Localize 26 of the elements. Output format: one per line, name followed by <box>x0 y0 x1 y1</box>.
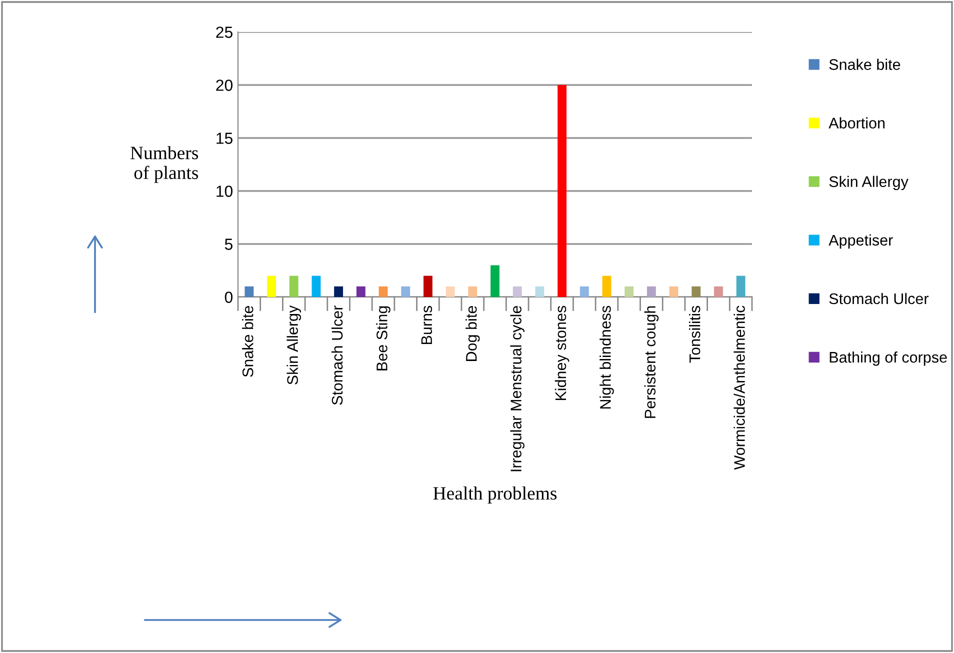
y-tick-label: 15 <box>216 132 232 144</box>
legend-label: Stomach Ulcer <box>829 292 929 304</box>
x-tick-label: Irregular Menstrual cycle <box>510 306 524 472</box>
y-tick-label: 25 <box>216 26 232 38</box>
y-tick-label: 0 <box>224 292 233 303</box>
legend-label: Skin Allergy <box>829 176 908 190</box>
legend-label: Appetiser <box>828 234 893 249</box>
x-tick-label: Burns <box>421 306 432 344</box>
x-tick-label: Stomach Ulcer <box>331 306 343 405</box>
legend-label: Abortion <box>828 117 885 129</box>
y-tick-label: 10 <box>216 186 233 197</box>
x-tick-label: Bee Sting <box>376 306 390 370</box>
x-tick-label: Wormicide/Anthelmentic <box>734 306 745 470</box>
x-axis-title: Health problems <box>433 486 557 504</box>
x-tick-label: Dog bite <box>466 306 480 361</box>
x-tick-label: Persistent cough <box>644 306 659 418</box>
y-axis-title: Numbers of plants <box>130 146 198 183</box>
legend-label: Bathing of corpse <box>830 351 947 366</box>
x-tick-label: Kidney stones <box>554 306 570 400</box>
x-tick-label: Snake bite <box>242 306 254 377</box>
x-tick-label: Night blindness <box>600 306 614 409</box>
y-tick-label: 5 <box>224 238 232 250</box>
legend-label: Snake bite <box>829 58 900 70</box>
y-tick-label: 20 <box>216 80 233 91</box>
x-tick-label: Tonsilitis <box>689 306 700 363</box>
x-tick-label: Skin Allergy <box>286 305 301 384</box>
